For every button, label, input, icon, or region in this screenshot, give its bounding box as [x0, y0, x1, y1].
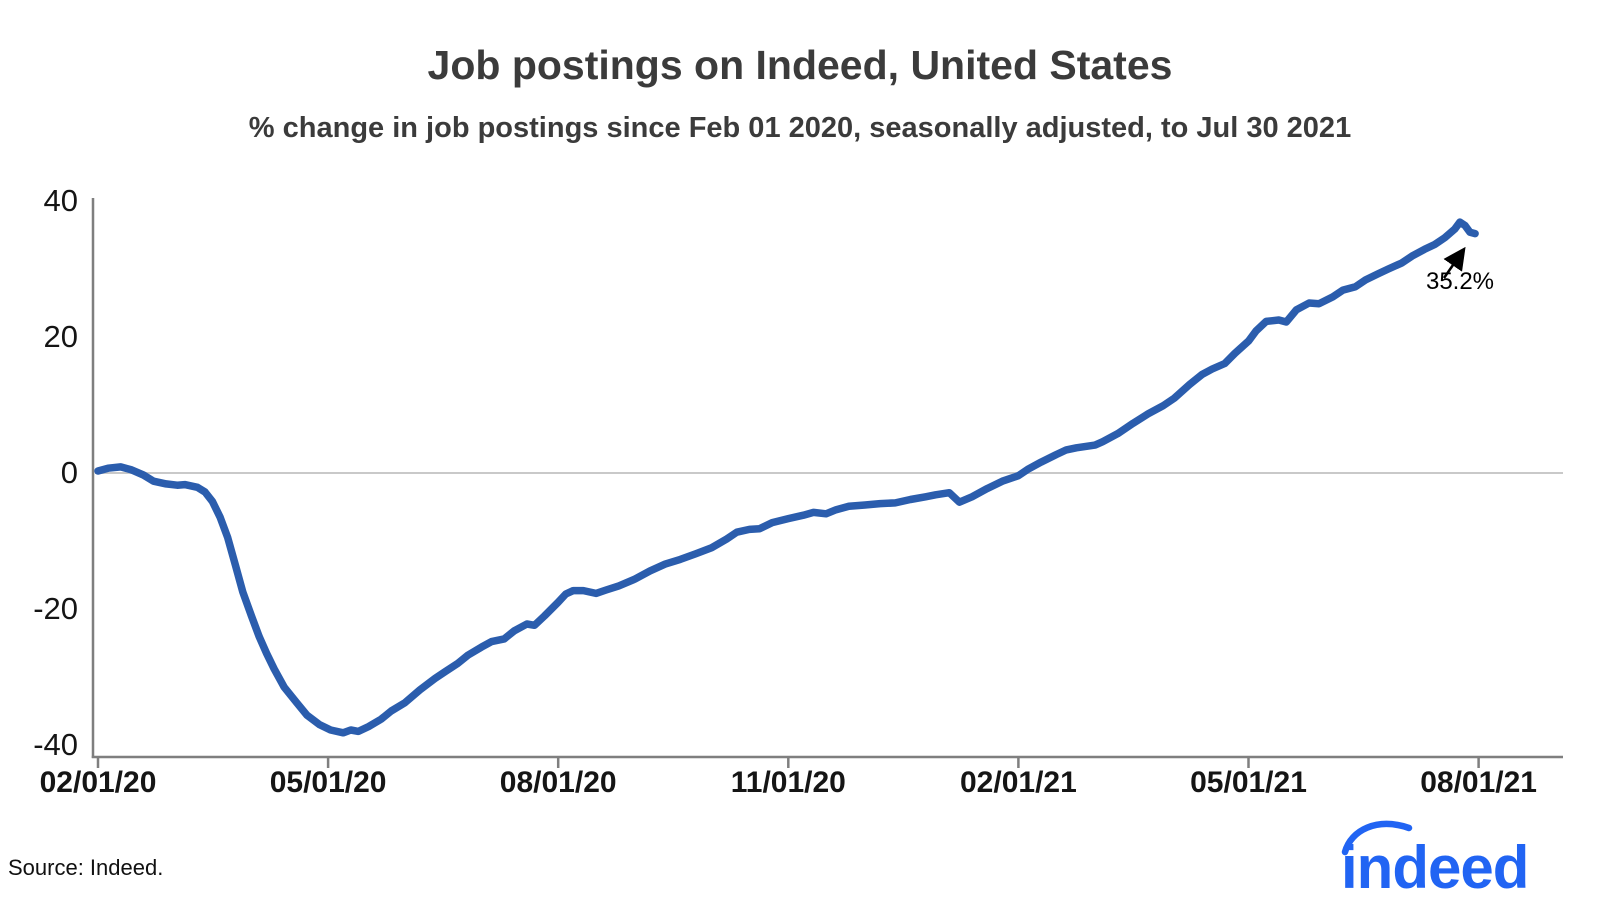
- x-tick-label: 02/01/21: [960, 766, 1077, 799]
- y-tick-label: 20: [43, 319, 78, 354]
- y-tick-label: 0: [60, 455, 78, 490]
- x-tick-label: 05/01/20: [269, 766, 387, 799]
- latest-value-annotation: 35.2%: [1425, 268, 1495, 295]
- x-tick-label: 08/01/20: [499, 766, 617, 799]
- annotation-arrow: [1442, 246, 1466, 279]
- indeed-logo: indeed: [1341, 820, 1529, 901]
- chart-title: Job postings on Indeed, United States: [427, 42, 1173, 88]
- x-tick-label: 05/01/21: [1190, 766, 1307, 799]
- indeed-logo-text: indeed: [1341, 834, 1528, 901]
- chart-subtitle: % change in job postings since Feb 01 20…: [248, 112, 1352, 144]
- x-tick-marks: [96, 757, 1480, 768]
- y-tick-label: -40: [33, 727, 78, 762]
- source-note: Source: Indeed.: [8, 855, 164, 880]
- job-postings-series-line: [94, 218, 1479, 737]
- indeed-logo-swoosh-arc: [1341, 820, 1413, 856]
- y-tick-label: -20: [33, 591, 78, 626]
- x-tick-label: 11/01/20: [730, 766, 846, 799]
- x-tick-label: 08/01/21: [1420, 766, 1537, 799]
- y-tick-label: 40: [43, 183, 78, 218]
- x-tick-label: 02/01/20: [39, 766, 157, 799]
